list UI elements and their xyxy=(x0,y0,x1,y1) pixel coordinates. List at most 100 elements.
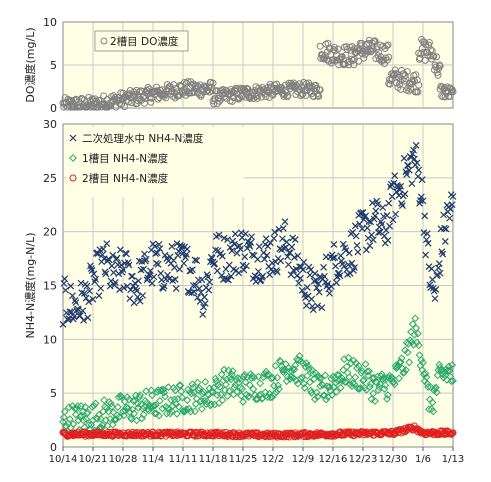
data-point xyxy=(157,269,165,277)
data-point xyxy=(243,85,251,93)
data-point xyxy=(85,93,93,101)
data-point xyxy=(164,271,171,279)
data-point xyxy=(254,372,263,381)
legend-box-0 xyxy=(94,30,189,52)
data-point xyxy=(75,306,82,313)
data-point xyxy=(164,383,173,392)
data-point xyxy=(414,173,422,180)
data-point xyxy=(348,379,357,388)
data-point xyxy=(354,361,363,370)
data-point xyxy=(433,53,441,61)
data-point xyxy=(241,253,249,261)
data-point xyxy=(403,171,411,178)
data-point xyxy=(352,232,360,240)
x-tick-label: 11/4 xyxy=(142,454,164,465)
data-point xyxy=(312,81,320,89)
data-point xyxy=(250,373,259,382)
data-point xyxy=(80,316,87,324)
data-point xyxy=(414,341,423,350)
data-point xyxy=(224,366,233,375)
data-point xyxy=(213,391,222,400)
data-point xyxy=(300,258,308,266)
data-point xyxy=(447,377,456,386)
data-point xyxy=(110,269,117,276)
data-point xyxy=(293,379,302,388)
data-point xyxy=(359,375,368,384)
data-point xyxy=(436,62,444,70)
data-point xyxy=(249,385,258,394)
data-point xyxy=(276,357,285,366)
data-point xyxy=(410,146,417,154)
data-point xyxy=(161,392,169,401)
data-point xyxy=(413,329,422,338)
data-point xyxy=(204,273,212,281)
data-point xyxy=(306,386,315,395)
data-point xyxy=(210,100,218,108)
data-point xyxy=(73,402,82,410)
data-point xyxy=(83,408,92,417)
data-point xyxy=(351,264,358,272)
data-point xyxy=(170,81,178,89)
y-tick-label: 20 xyxy=(43,226,57,239)
data-point xyxy=(247,374,256,382)
data-point xyxy=(215,383,224,391)
data-point xyxy=(408,180,416,187)
data-point xyxy=(213,87,221,95)
data-point xyxy=(303,302,310,309)
data-point xyxy=(127,415,136,424)
data-point xyxy=(106,415,115,423)
data-point xyxy=(79,307,87,315)
data-point xyxy=(242,230,249,238)
data-point xyxy=(405,87,413,95)
legend-label: 2槽目 DO濃度 xyxy=(110,35,179,48)
data-point xyxy=(332,387,341,396)
data-point xyxy=(449,193,457,200)
data-point xyxy=(125,261,133,269)
data-point xyxy=(127,286,135,294)
data-point xyxy=(190,288,198,296)
data-point xyxy=(103,240,111,247)
data-point xyxy=(119,266,127,274)
data-point xyxy=(228,247,236,255)
data-point xyxy=(90,270,98,278)
data-point xyxy=(78,407,87,416)
data-point xyxy=(256,379,265,388)
data-point xyxy=(89,401,98,410)
data-point xyxy=(375,229,382,236)
data-point xyxy=(347,359,355,368)
data-point xyxy=(371,37,379,45)
data-point xyxy=(417,193,425,201)
data-point xyxy=(381,381,390,390)
x-tick-label: 12/23 xyxy=(349,454,378,465)
data-point xyxy=(330,241,338,248)
data-point xyxy=(148,391,157,400)
data-point xyxy=(278,365,287,374)
data-point xyxy=(316,382,325,390)
data-point xyxy=(77,402,85,410)
data-point xyxy=(271,228,279,236)
data-point xyxy=(419,358,427,367)
data-point xyxy=(402,75,410,83)
data-point xyxy=(392,210,399,218)
data-point xyxy=(87,265,95,272)
data-point xyxy=(189,281,197,289)
data-point xyxy=(412,71,420,79)
data-point xyxy=(100,396,109,405)
data-point xyxy=(113,403,122,411)
data-point xyxy=(123,393,132,402)
data-point xyxy=(263,371,271,379)
data-point xyxy=(135,277,142,285)
data-point xyxy=(428,398,437,407)
data-point xyxy=(448,201,456,209)
legend-box-1 xyxy=(66,127,244,197)
data-point xyxy=(421,212,429,220)
data-point xyxy=(299,379,308,388)
data-point xyxy=(365,218,373,225)
data-point xyxy=(190,388,199,397)
data-point xyxy=(254,255,261,263)
data-point xyxy=(171,264,178,272)
data-point xyxy=(210,400,219,409)
data-point xyxy=(155,411,163,420)
data-point xyxy=(162,94,170,102)
y-axis-label-0: DO濃度(mg/L) xyxy=(23,27,37,102)
